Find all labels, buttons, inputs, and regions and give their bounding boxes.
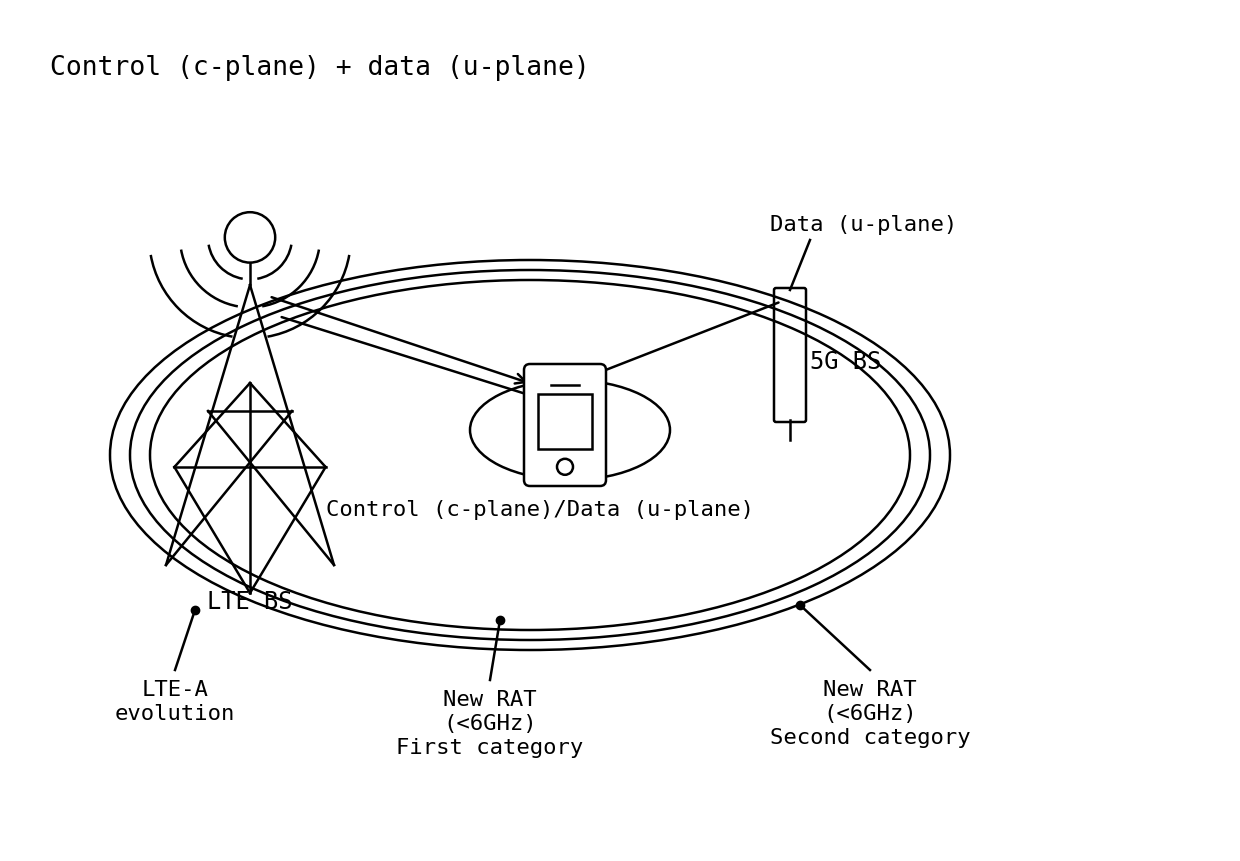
Text: LTE BS: LTE BS (207, 590, 293, 614)
Text: New RAT: New RAT (443, 690, 537, 710)
Bar (538, 394, 591, 449)
Text: Data (u-plane): Data (u-plane) (770, 215, 957, 235)
Text: Control (c-plane)/Data (u-plane): Control (c-plane)/Data (u-plane) (326, 500, 754, 520)
Text: Second category: Second category (770, 728, 971, 748)
Text: (<6GHz): (<6GHz) (443, 714, 537, 734)
Text: Control (c-plane) + data (u-plane): Control (c-plane) + data (u-plane) (50, 55, 590, 81)
FancyBboxPatch shape (525, 364, 606, 486)
Text: (<6GHz): (<6GHz) (823, 704, 916, 724)
Text: LTE-A: LTE-A (141, 680, 208, 700)
Text: 5G BS: 5G BS (810, 350, 882, 374)
Text: First category: First category (397, 738, 584, 758)
Text: evolution: evolution (115, 704, 236, 724)
Text: New RAT: New RAT (823, 680, 916, 700)
